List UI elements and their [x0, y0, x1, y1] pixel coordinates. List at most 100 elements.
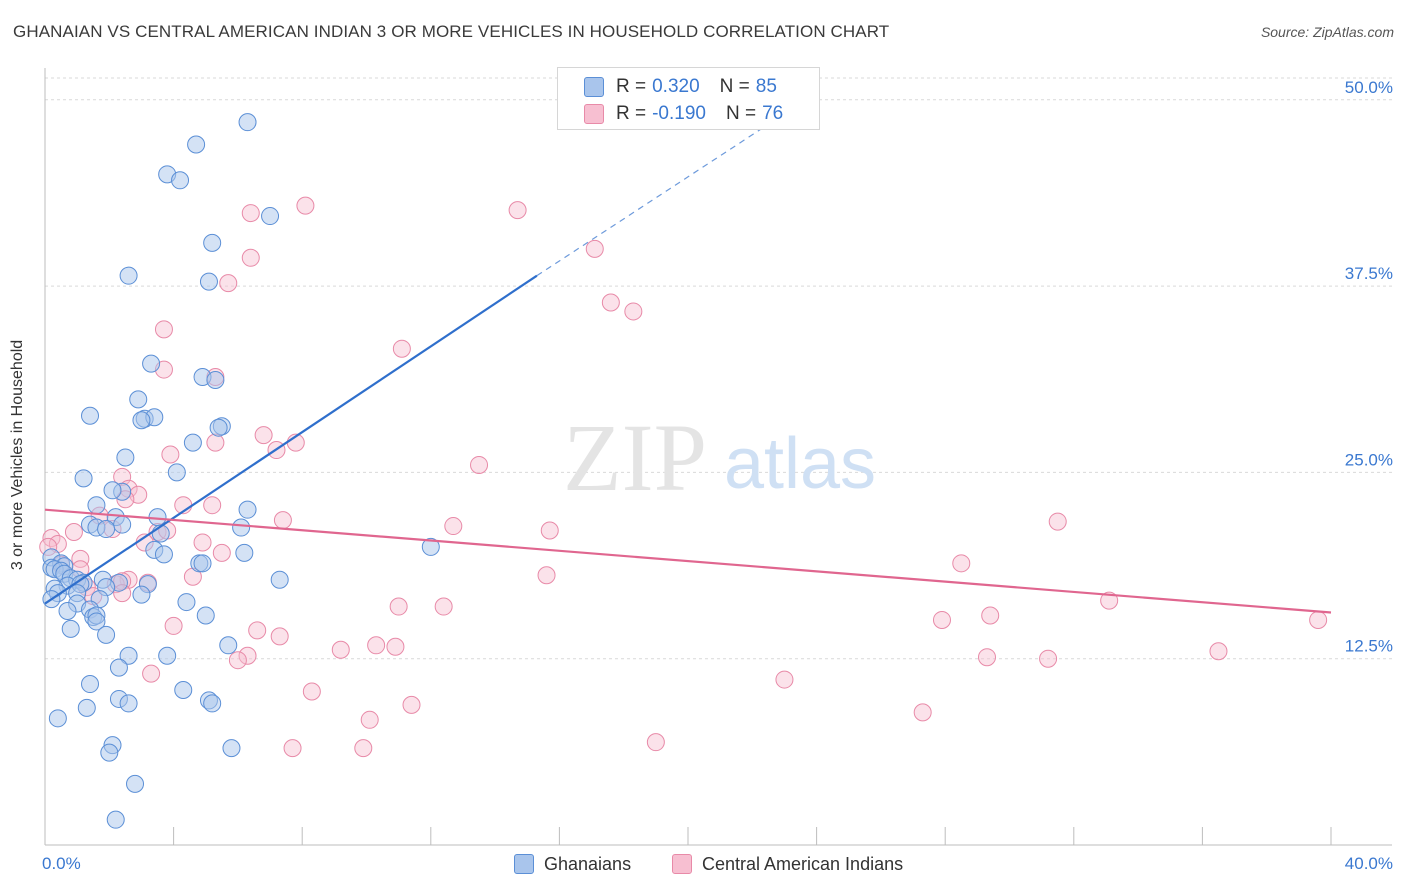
- data-point-central-american-indians: [331, 640, 350, 659]
- data-point-ghanaians: [109, 658, 128, 677]
- data-point-ghanaians: [142, 354, 161, 373]
- data-point-central-american-indians: [540, 521, 559, 540]
- data-point-central-american-indians: [193, 533, 212, 552]
- data-point-ghanaians: [171, 171, 190, 190]
- data-point-central-american-indians: [386, 637, 405, 656]
- data-point-ghanaians: [106, 810, 125, 829]
- data-point-central-american-indians: [932, 610, 951, 629]
- data-point-ghanaians: [87, 496, 106, 515]
- data-point-central-american-indians: [601, 293, 620, 312]
- data-point-ghanaians: [97, 520, 116, 539]
- legend-n-label: N =: [719, 76, 750, 97]
- data-point-central-american-indians: [585, 239, 604, 258]
- legend-r-label: R =: [616, 76, 647, 97]
- data-point-ghanaians: [238, 500, 257, 519]
- trend-line-central-american-indians: [44, 508, 1332, 614]
- data-point-central-american-indians: [64, 523, 83, 542]
- data-point-central-american-indians: [537, 566, 556, 585]
- legend-n-label: N =: [725, 103, 757, 124]
- legend-row-ghanaians: R = 0.320 N = 85: [584, 75, 777, 99]
- y-tick-label: 37.5%: [1345, 264, 1393, 283]
- data-point-central-american-indians: [402, 695, 421, 714]
- bottom-legend-swatch-blue: [514, 854, 534, 874]
- data-point-ghanaians: [77, 698, 96, 717]
- data-point-central-american-indians: [206, 433, 225, 452]
- data-point-ghanaians: [103, 481, 122, 500]
- data-point-central-american-indians: [273, 511, 292, 530]
- data-point-ghanaians: [196, 606, 215, 625]
- data-point-central-american-indians: [238, 646, 257, 665]
- y-tick-label: 50.0%: [1345, 78, 1393, 97]
- data-point-ghanaians: [81, 406, 100, 425]
- data-point-ghanaians: [116, 448, 135, 467]
- data-point-ghanaians: [219, 636, 238, 655]
- source-credit: Source: ZipAtlas.com: [1260, 24, 1394, 40]
- watermark-atlas: atlas: [724, 424, 876, 504]
- data-point-ghanaians: [203, 694, 222, 713]
- data-point-ghanaians: [235, 543, 254, 562]
- stats-legend: R = 0.320 N = 85 R = -0.190 N = 76: [557, 67, 820, 130]
- legend-row-central-american-indians: R = -0.190 N = 76: [584, 102, 783, 126]
- y-tick-label: 25.0%: [1345, 450, 1393, 469]
- legend-swatch-blue: [584, 77, 604, 97]
- data-point-ghanaians: [270, 570, 289, 589]
- data-point-central-american-indians: [228, 651, 247, 670]
- data-point-central-american-indians: [254, 426, 273, 445]
- data-point-ghanaians: [81, 675, 100, 694]
- data-point-central-american-indians: [283, 739, 302, 758]
- bottom-legend-label: Central American Indians: [702, 853, 904, 874]
- legend-n-value: 76: [762, 103, 784, 124]
- data-point-ghanaians: [97, 625, 116, 644]
- data-point-ghanaians: [113, 515, 132, 534]
- data-point-central-american-indians: [1100, 591, 1119, 610]
- bottom-legend-label: Ghanaians: [544, 853, 632, 874]
- data-point-central-american-indians: [775, 670, 794, 689]
- x-tick-label: 0.0%: [42, 854, 81, 873]
- y-tick-label: 12.5%: [1345, 637, 1393, 656]
- data-point-central-american-indians: [71, 549, 90, 568]
- series-central-american-indians: [39, 196, 1328, 758]
- data-point-ghanaians: [119, 694, 138, 713]
- trend-line-ghanaians: [44, 274, 538, 605]
- data-point-ghanaians: [177, 593, 196, 612]
- bottom-legend-central-american-indians: Central American Indians: [672, 852, 903, 876]
- data-point-ghanaians: [119, 266, 138, 285]
- legend-r-value: -0.190: [652, 103, 706, 124]
- data-point-ghanaians: [187, 135, 206, 154]
- x-tick-label: 40.0%: [1345, 854, 1393, 873]
- data-point-ghanaians: [61, 619, 80, 638]
- data-point-ghanaians: [193, 554, 212, 573]
- data-point-central-american-indians: [142, 664, 161, 683]
- data-point-central-american-indians: [164, 616, 183, 635]
- data-point-ghanaians: [206, 371, 225, 389]
- legend-n-value: 85: [755, 76, 777, 97]
- legend-r-value: 0.320: [652, 76, 700, 97]
- watermark-zip: ZIP: [563, 404, 707, 511]
- data-point-central-american-indians: [952, 554, 971, 573]
- data-point-central-american-indians: [302, 682, 321, 701]
- data-point-ghanaians: [199, 272, 218, 291]
- trend-lines: [44, 121, 1332, 614]
- data-point-central-american-indians: [354, 739, 373, 758]
- data-point-central-american-indians: [1039, 649, 1058, 668]
- data-point-central-american-indians: [434, 597, 453, 616]
- legend-swatch-pink: [584, 104, 604, 124]
- data-point-ghanaians: [132, 585, 151, 604]
- data-point-ghanaians: [58, 602, 77, 621]
- zipatlas-watermark: ZIP atlas: [563, 404, 876, 511]
- data-point-ghanaians: [174, 681, 193, 699]
- data-point-central-american-indians: [444, 517, 463, 536]
- data-point-central-american-indians: [913, 703, 932, 722]
- data-point-central-american-indians: [161, 445, 180, 464]
- data-point-central-american-indians: [219, 274, 238, 293]
- trend-extension-ghanaians: [536, 121, 772, 277]
- data-point-central-american-indians: [981, 606, 1000, 625]
- grid-lines: [45, 77, 1392, 660]
- chart-title: GHANAIAN VS CENTRAL AMERICAN INDIAN 3 OR…: [13, 22, 890, 41]
- data-point-ghanaians: [126, 774, 145, 793]
- bottom-legend-ghanaians: Ghanaians: [514, 852, 631, 876]
- data-point-ghanaians: [132, 411, 151, 430]
- data-point-ghanaians: [238, 113, 257, 132]
- data-point-ghanaians: [129, 390, 148, 409]
